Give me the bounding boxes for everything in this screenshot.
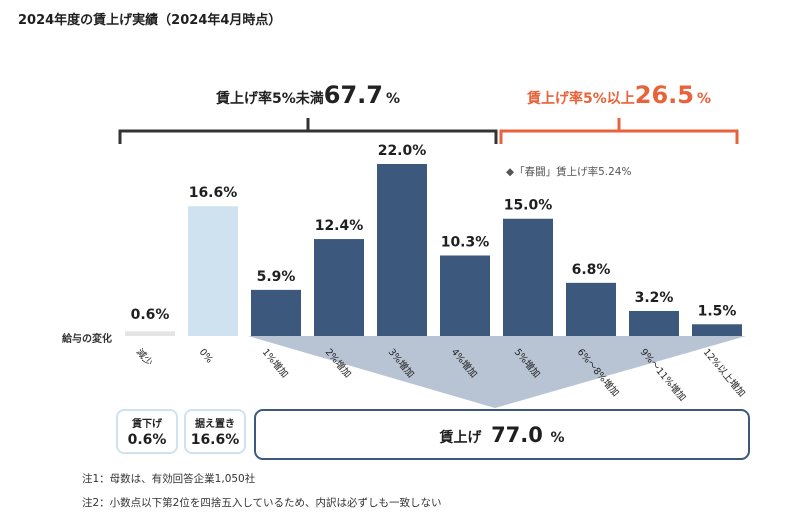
summary-raise-unit: % xyxy=(550,430,565,446)
summary-decrease-value: 0.6% xyxy=(127,432,167,448)
value-label-7: 6.8% xyxy=(572,262,611,278)
summary-box-decrease xyxy=(116,409,178,454)
value-label-8: 3.2% xyxy=(635,290,674,306)
summary-raise-value: 77.0 xyxy=(491,423,543,447)
bar-7 xyxy=(566,282,616,336)
note-1: 注1：母数は、有効回答企業1,050社 xyxy=(82,473,256,485)
bar-6 xyxy=(503,218,553,336)
category-label-0: 減少 xyxy=(134,346,156,369)
summary-zero-label: 据え置き xyxy=(195,419,235,430)
summary-zero: 据え置き 16.6% xyxy=(185,415,245,448)
value-label-0: 0.6% xyxy=(131,307,170,323)
bracket-over5-label: 賃上げ率5%以上 xyxy=(526,90,635,107)
bar-0 xyxy=(125,331,175,336)
summary-decrease-label: 賃下げ xyxy=(132,419,162,430)
note-2: 注2：小数点以下第2位を四捨五入しているため、内訳は必ずしも一致しない xyxy=(82,497,442,509)
bracket-over5-value: 26.5 xyxy=(635,81,694,109)
summary-box-zero xyxy=(184,409,246,454)
bar-5 xyxy=(440,255,490,336)
value-label-2: 5.9% xyxy=(257,269,296,285)
bracket-under5-unit: % xyxy=(386,91,400,107)
value-label-9: 1.5% xyxy=(698,303,737,319)
bar-1 xyxy=(188,206,238,336)
category-label-2: 1%増加 xyxy=(260,346,291,380)
y-axis-label: 給与の変化 xyxy=(62,332,112,345)
raise-funnel xyxy=(248,336,746,408)
value-label-1: 16.6% xyxy=(189,185,238,201)
bar-2 xyxy=(251,289,301,336)
value-label-3: 12.4% xyxy=(315,218,364,234)
value-label-5: 10.3% xyxy=(441,234,490,250)
value-label-6: 15.0% xyxy=(504,198,553,214)
summary-decrease: 賃下げ 0.6% xyxy=(117,415,177,448)
shunto-annotation: ◆「春闘」賃上げ率5.24% xyxy=(506,165,631,178)
svg-text:賃上げ率5%以上26.5%: 賃上げ率5%以上26.5% xyxy=(526,81,711,109)
bar-4 xyxy=(377,164,427,336)
summary-raise-label: 賃上げ xyxy=(439,430,482,446)
chart-title: 2024年度の賃上げ実績（2024年4月時点） xyxy=(18,13,282,28)
svg-text:賃上げ率5%未満67.7%: 賃上げ率5%未満67.7% xyxy=(215,81,400,109)
bracket-under5-label: 賃上げ率5%未満 xyxy=(215,90,324,107)
summary-zero-value: 16.6% xyxy=(190,432,240,448)
category-label-9: 12%以上増加 xyxy=(701,346,748,399)
bar-9 xyxy=(692,324,742,336)
bracket-under5: 賃上げ率5%未満67.7% xyxy=(118,81,498,144)
bracket-over5-unit: % xyxy=(697,91,711,107)
bracket-over5: 賃上げ率5%以上26.5% xyxy=(499,81,739,144)
category-label-1: 0% xyxy=(197,347,215,366)
value-label-4: 22.0% xyxy=(378,143,427,159)
summary-box-raise xyxy=(254,409,750,460)
summary-raise: 賃上げ 77.0 % xyxy=(255,423,749,447)
bar-8 xyxy=(629,310,679,336)
bar-3 xyxy=(314,239,364,336)
bracket-under5-value: 67.7 xyxy=(324,81,383,109)
